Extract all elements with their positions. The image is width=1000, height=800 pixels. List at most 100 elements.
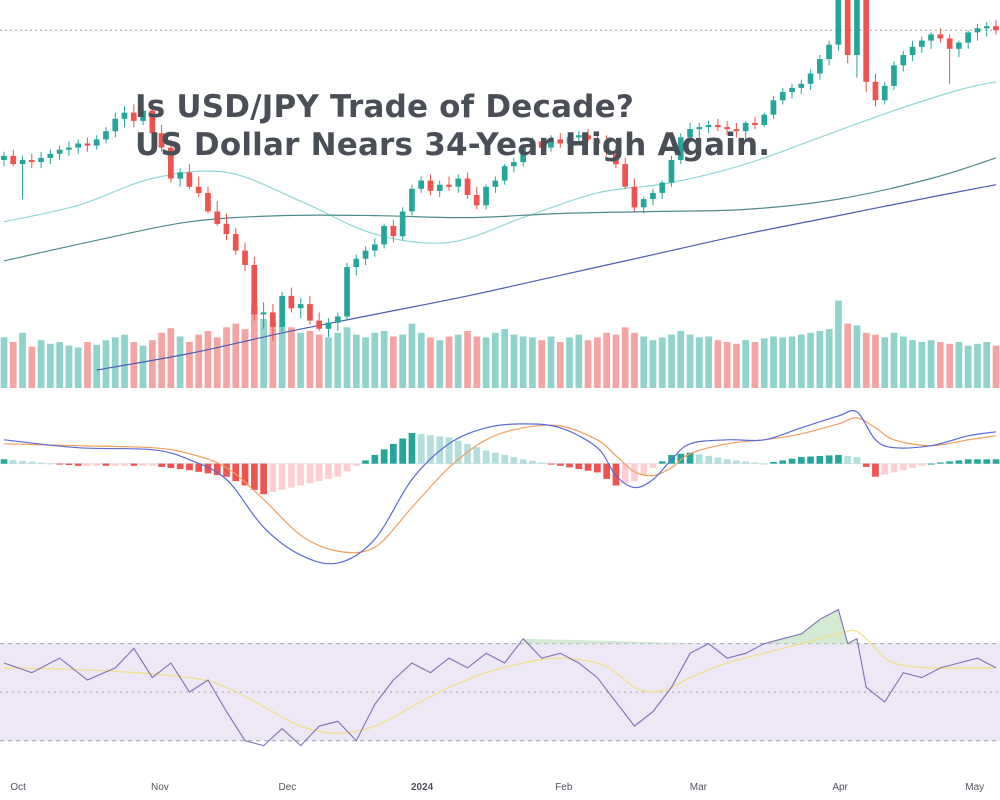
volume-bar xyxy=(807,332,814,388)
macd-histogram-bar xyxy=(501,454,508,464)
candle-up xyxy=(1,155,7,160)
macd-histogram-bar xyxy=(686,452,694,464)
volume-bar xyxy=(556,342,564,388)
volume-pane xyxy=(0,300,1000,388)
x-axis-label: May xyxy=(965,782,984,793)
x-axis-label: Mar xyxy=(690,782,708,793)
rsi-ma-line xyxy=(3,629,997,735)
macd-histogram-bar xyxy=(149,463,156,466)
candle-down xyxy=(205,192,211,212)
macd-histogram-bar xyxy=(992,459,1000,464)
candle-down xyxy=(10,155,17,165)
candle-up xyxy=(325,322,332,329)
volume-bar xyxy=(176,336,184,388)
volume-bar xyxy=(232,323,240,388)
volume-bar xyxy=(538,340,546,388)
candle-up xyxy=(817,59,823,74)
macd-histogram-bar xyxy=(176,463,184,470)
volume-bar xyxy=(102,340,110,388)
macd-histogram-bar xyxy=(807,456,814,464)
macd-histogram-bar xyxy=(492,452,499,464)
volume-bar xyxy=(213,337,221,388)
candle-down xyxy=(733,129,740,132)
volume-bar xyxy=(454,334,462,388)
volume-bar xyxy=(371,332,379,388)
volume-bar xyxy=(149,340,156,388)
headline: Is USD/JPY Trade of Decade? US Dollar Ne… xyxy=(135,88,770,164)
macd-histogram-bar xyxy=(390,443,397,464)
x-axis-label: 2024 xyxy=(411,782,434,793)
candle-up xyxy=(696,127,703,130)
macd-histogram-bar xyxy=(955,460,963,464)
volume-bar xyxy=(9,342,17,388)
volume-bar xyxy=(139,345,147,388)
moving-average-fast xyxy=(3,81,997,244)
macd-histogram-bar xyxy=(519,459,527,464)
volume-bar xyxy=(334,332,342,388)
candle-up xyxy=(409,188,415,212)
candle-down xyxy=(473,195,480,206)
volume-bar xyxy=(760,338,768,388)
volume-bar xyxy=(658,337,666,388)
volume-bar xyxy=(93,344,101,388)
volume-bar xyxy=(353,334,360,388)
candle-up xyxy=(909,46,916,55)
candle-up xyxy=(807,73,814,84)
candle-down xyxy=(724,127,730,130)
macd-histogram-bar xyxy=(464,443,471,464)
candle-down xyxy=(715,125,721,128)
macd-histogram-bar xyxy=(251,463,258,490)
macd-histogram-bar xyxy=(65,463,73,465)
candle-down xyxy=(622,164,628,187)
macd-histogram-bar xyxy=(74,463,82,466)
volume-bar xyxy=(315,334,323,388)
volume-bar xyxy=(788,336,796,388)
candle-up xyxy=(436,184,443,191)
price-pane xyxy=(0,0,1000,371)
x-axis-label: Apr xyxy=(832,782,848,793)
candle-up xyxy=(75,143,81,148)
candle-down xyxy=(594,139,601,144)
volume-bar xyxy=(918,342,926,388)
candle-down xyxy=(195,186,202,193)
headline-line-2: US Dollar Nears 34-Year High Again. xyxy=(135,127,771,163)
volume-bar xyxy=(492,332,499,388)
candle-up xyxy=(279,295,285,327)
volume-bar xyxy=(696,337,703,388)
macd-histogram-bar xyxy=(473,447,481,464)
candle-up xyxy=(529,141,536,146)
candle-up xyxy=(381,225,387,245)
macd-histogram-bar xyxy=(427,435,434,464)
macd-histogram-bar xyxy=(677,453,685,464)
volume-bar xyxy=(686,334,694,388)
volume-bar xyxy=(946,343,953,388)
volume-bar xyxy=(612,334,620,388)
macd-histogram-bar xyxy=(974,459,981,464)
macd-histogram-bar xyxy=(714,457,722,464)
candle-down xyxy=(214,211,221,224)
volume-bar xyxy=(631,332,638,388)
volume-bar xyxy=(0,337,8,388)
macd-histogram-bar xyxy=(232,463,240,482)
candle-up xyxy=(640,199,647,208)
candle-up xyxy=(372,244,378,251)
volume-bar xyxy=(158,332,165,388)
macd-histogram-bar xyxy=(788,458,796,464)
macd-histogram-bar xyxy=(47,463,54,465)
candle-down xyxy=(186,172,193,187)
candle-down xyxy=(158,133,165,148)
volume-bar xyxy=(417,332,425,388)
volume-bar xyxy=(390,336,397,388)
volume-bar xyxy=(343,327,351,388)
volume-bar xyxy=(121,334,128,388)
macd-histogram-bar xyxy=(213,463,221,476)
macd-histogram-bar xyxy=(733,460,740,464)
macd-histogram-bar xyxy=(983,459,991,464)
candle-down xyxy=(557,139,564,144)
macd-histogram-bar xyxy=(158,463,165,467)
volume-bar xyxy=(964,345,972,388)
candle-up xyxy=(121,112,128,119)
candle-down xyxy=(130,112,137,121)
candle-up xyxy=(677,137,684,160)
candle-down xyxy=(251,265,258,315)
